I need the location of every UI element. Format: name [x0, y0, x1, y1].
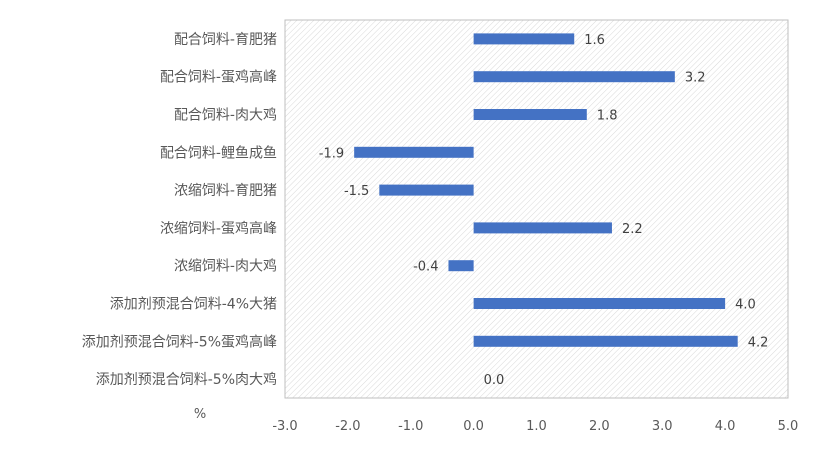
- category-label: 配合饲料-肉大鸡: [174, 107, 277, 124]
- bar: [473, 109, 587, 120]
- x-axis-ticks: -3.0 -2.0 -1.0 0.0 1.0 2.0 3.0 4.0 5.0: [272, 419, 798, 434]
- x-tick-label: 3.0: [652, 419, 673, 434]
- category-label: 添加剂预混合饲料-5%肉大鸡: [96, 371, 277, 388]
- data-label: 4.0: [735, 298, 756, 313]
- bar: [379, 184, 474, 196]
- data-label: 2.2: [622, 222, 643, 237]
- category-label: 添加剂预混合饲料-5%蛋鸡高峰: [82, 333, 277, 350]
- data-label: 1.8: [597, 109, 618, 124]
- x-tick-label: -1.0: [398, 419, 423, 434]
- data-label: -1.9: [319, 146, 344, 161]
- x-tick-label: 1.0: [526, 419, 547, 434]
- bar: [448, 260, 474, 272]
- unit-label: %: [194, 407, 206, 422]
- plot-area: [284, 19, 789, 399]
- category-label: 浓缩饲料-肉大鸡: [174, 258, 277, 275]
- bar: [354, 146, 474, 158]
- data-label: 1.6: [584, 33, 605, 48]
- x-tick-label: 4.0: [715, 419, 736, 434]
- x-tick-label: 0.0: [463, 419, 484, 434]
- bar: [473, 298, 726, 309]
- data-labels: 1.6 3.2 1.8 -1.9 -1.5 2.2 -0.4 4.0 4.2 0.0: [319, 33, 769, 388]
- x-tick-label: -3.0: [272, 419, 297, 434]
- bars: [354, 33, 738, 347]
- x-tick-label: -2.0: [335, 419, 360, 434]
- category-label: 添加剂预混合饲料-4%大猪: [110, 297, 277, 313]
- bar: [473, 33, 575, 45]
- data-label: -0.4: [413, 260, 438, 275]
- category-label: 配合饲料-育肥猪: [174, 32, 277, 48]
- x-tick-label: 5.0: [778, 419, 799, 434]
- category-labels: 配合饲料-育肥猪配合饲料-蛋鸡高峰配合饲料-肉大鸡配合饲料-鲤鱼成鱼浓缩饲料-育…: [82, 32, 277, 388]
- bar: [473, 335, 738, 347]
- category-label: 浓缩饲料-育肥猪: [174, 183, 277, 199]
- bar: [473, 71, 675, 83]
- category-label: 配合饲料-蛋鸡高峰: [160, 69, 277, 86]
- category-label: 配合饲料-鲤鱼成鱼: [160, 144, 277, 161]
- data-label: 4.2: [748, 335, 769, 350]
- bar: [473, 222, 612, 234]
- data-label: 0.0: [484, 373, 505, 388]
- x-tick-label: 2.0: [589, 419, 610, 434]
- data-label: -1.5: [344, 184, 369, 199]
- data-label: 3.2: [685, 71, 706, 86]
- category-label: 浓缩饲料-蛋鸡高峰: [160, 220, 277, 237]
